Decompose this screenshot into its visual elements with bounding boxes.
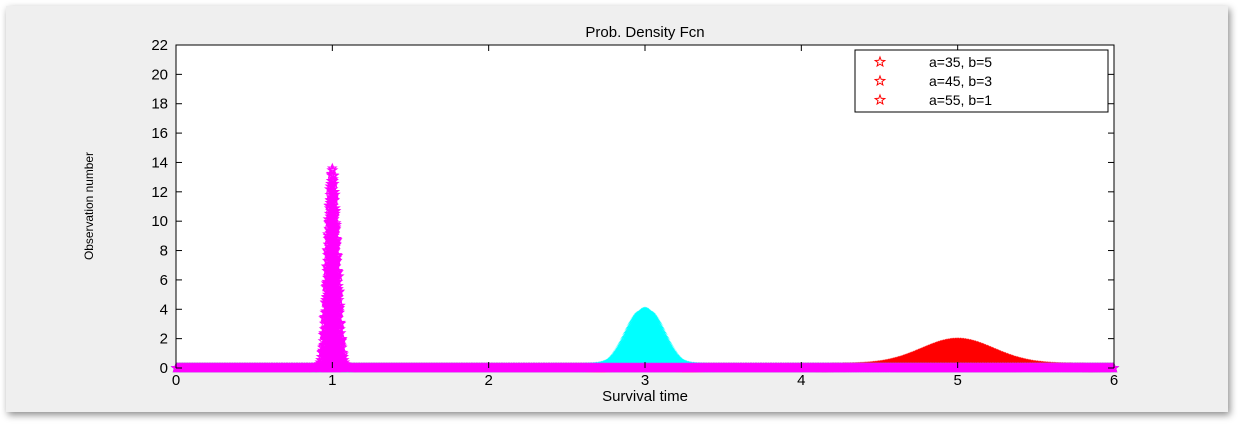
data-point xyxy=(330,221,342,232)
data-marks xyxy=(170,162,1120,373)
data-point xyxy=(328,178,340,189)
data-point xyxy=(652,321,664,333)
data-point xyxy=(331,238,343,249)
data-point xyxy=(329,228,341,239)
data-point xyxy=(326,162,338,173)
data-point xyxy=(327,180,338,191)
data-point xyxy=(330,207,341,219)
data-point xyxy=(656,329,668,340)
data-point xyxy=(330,222,342,234)
data-point xyxy=(328,213,340,224)
data-point xyxy=(651,319,663,330)
data-point xyxy=(329,186,341,197)
data-point xyxy=(330,260,342,271)
series-marks xyxy=(170,162,1120,373)
data-point xyxy=(328,199,339,211)
data-point xyxy=(330,205,342,216)
data-point xyxy=(652,320,663,331)
data-point xyxy=(653,323,665,334)
data-point xyxy=(655,327,666,338)
data-point xyxy=(329,194,341,205)
data-point xyxy=(654,324,665,335)
data-point xyxy=(332,265,344,276)
data-point xyxy=(327,183,339,194)
figure-frame: 0 1 2 3 4 5 6 0 2 4 6 8 10 12 14 16 18 20 22 Prob. Density… xyxy=(6,6,1228,412)
data-point xyxy=(655,328,667,339)
data-point xyxy=(331,254,343,266)
data-point xyxy=(330,244,341,255)
data-point xyxy=(654,325,666,336)
